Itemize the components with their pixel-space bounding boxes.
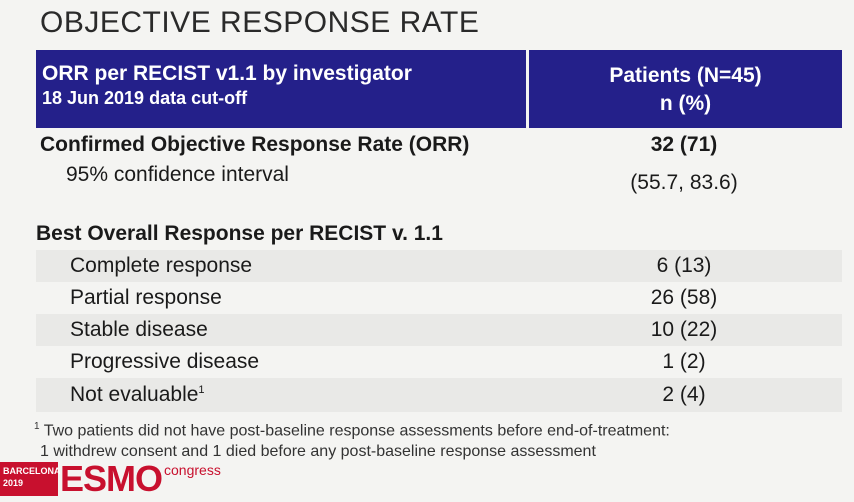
row-label: Not evaluable1 [36, 383, 526, 407]
orr-table: ORR per RECIST v1.1 by investigator 18 J… [36, 50, 842, 412]
table-row-orr: Confirmed Objective Response Rate (ORR) … [36, 130, 842, 160]
row-value: 2 (4) [662, 383, 706, 406]
esmo-logo: BARCELONA 2019 ESMO congress [0, 458, 221, 499]
row-value: 6 (13) [656, 254, 712, 277]
header-left-line1: ORR per RECIST v1.1 by investigator [42, 62, 412, 85]
header-left-line2: 18 Jun 2019 data cut-off [42, 88, 248, 108]
slide-title: OBJECTIVE RESPONSE RATE [40, 6, 480, 39]
logo-suffix: congress [164, 462, 221, 478]
table-row-partial: Partial response 26 (58) [36, 282, 842, 314]
header-left: ORR per RECIST v1.1 by investigator 18 J… [36, 50, 526, 128]
footnote-marker: 1 [34, 421, 40, 432]
row-label-text: Not evaluable [70, 383, 199, 406]
row-value: 26 (58) [650, 286, 718, 309]
footnote-line1: 1 Two patients did not have post-baselin… [34, 416, 670, 441]
row-label: Confirmed Objective Response Rate (ORR) [40, 133, 470, 156]
table-row-ci: 95% confidence interval (55.7, 83.6) [36, 160, 842, 194]
table-row-not-evaluable: Not evaluable1 2 (4) [36, 378, 842, 412]
row-value: 10 (22) [650, 318, 718, 341]
row-label: Partial response [70, 286, 222, 309]
row-value: 1 (2) [662, 350, 706, 373]
header-divider [526, 50, 529, 128]
logo-city-badge: BARCELONA 2019 [0, 462, 61, 496]
table-row-progressive: Progressive disease 1 (2) [36, 346, 842, 378]
footnote-line2: 1 withdrew consent and 1 died before any… [40, 443, 596, 461]
logo-brand: ESMO [60, 458, 163, 499]
table-header: ORR per RECIST v1.1 by investigator 18 J… [36, 50, 842, 128]
row-label: Best Overall Response per RECIST v. 1.1 [36, 222, 443, 245]
row-label: Complete response [70, 254, 253, 277]
row-value: (55.7, 83.6) [630, 171, 738, 194]
footnote: 1 Two patients did not have post-baselin… [34, 416, 670, 462]
table-row-complete: Complete response 6 (13) [36, 250, 842, 282]
row-label: 95% confidence interval [66, 163, 289, 186]
header-right: Patients (N=45) n (%) [529, 50, 842, 128]
header-right-line2: n (%) [659, 92, 712, 115]
table-row-stable: Stable disease 10 (22) [36, 314, 842, 346]
row-value: 32 (71) [650, 133, 718, 156]
header-right-line1: Patients (N=45) [609, 64, 762, 87]
footnote-text1: Two patients did not have post-baseline … [43, 422, 670, 440]
table-row-bor-heading: Best Overall Response per RECIST v. 1.1 [36, 218, 842, 250]
logo-year: 2019 [3, 478, 24, 488]
row-label: Stable disease [70, 318, 208, 341]
row-label: Progressive disease [70, 350, 260, 373]
logo-city: BARCELONA [3, 466, 61, 476]
footnote-ref: 1 [198, 384, 205, 396]
